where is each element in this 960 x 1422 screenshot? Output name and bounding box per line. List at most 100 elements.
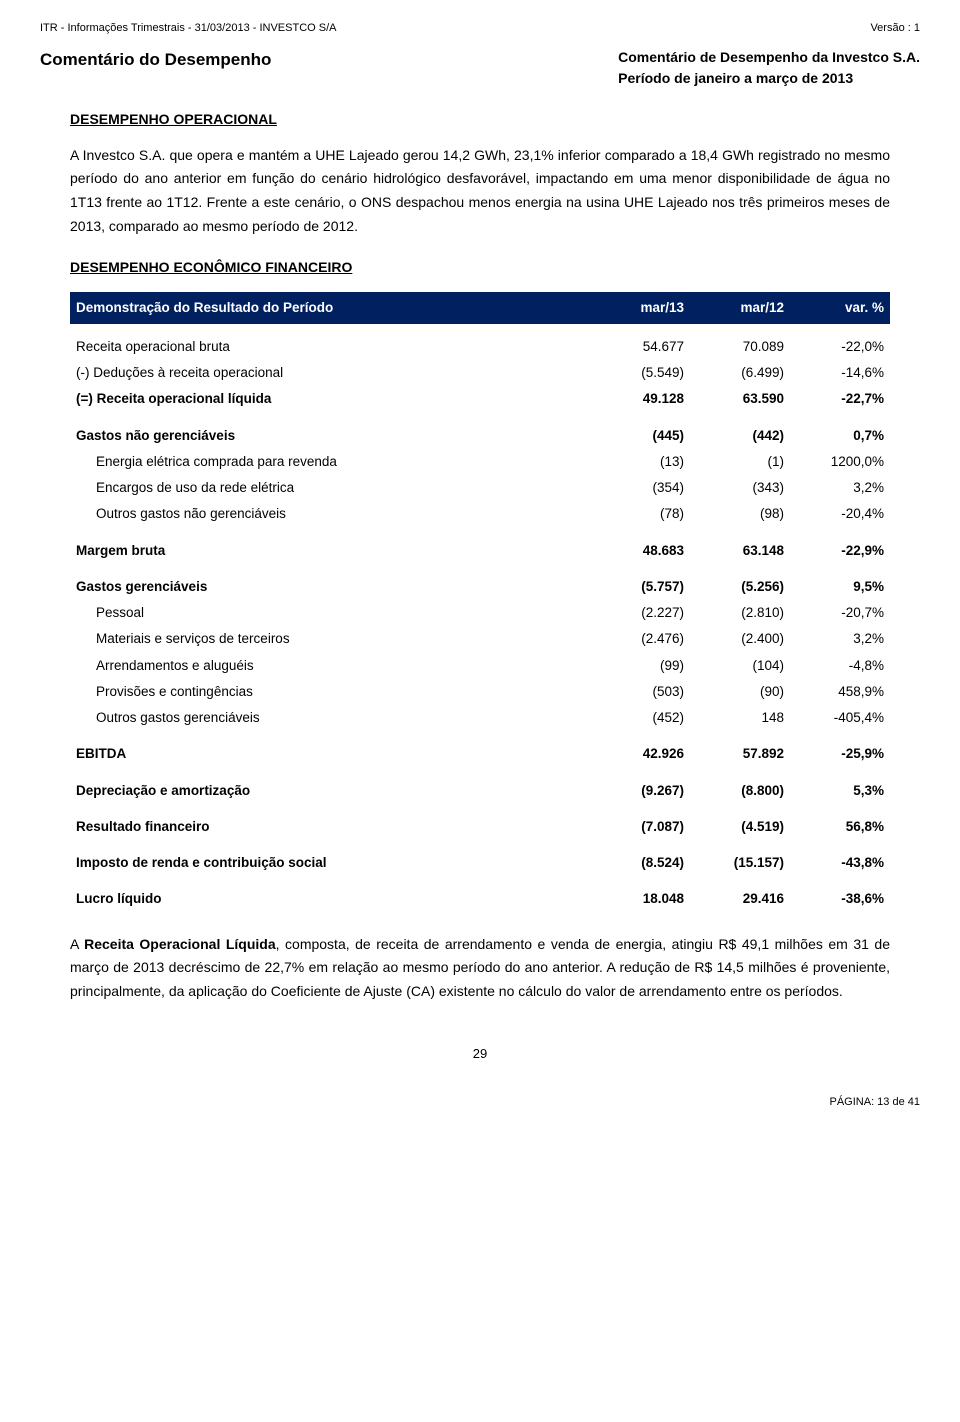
table-row-c3: 5,3% xyxy=(784,781,884,801)
footer-right: PÁGINA: 13 de 41 xyxy=(40,1094,920,1111)
table-row: Receita operacional bruta54.67770.089-22… xyxy=(70,334,890,360)
table-row-c1: 48.683 xyxy=(584,541,684,561)
table-row-c2: (2.810) xyxy=(684,603,784,623)
table-gap xyxy=(70,731,890,741)
table-row-label: (=) Receita operacional líquida xyxy=(76,389,584,409)
section-title-financeiro: DESEMPENHO ECONÔMICO FINANCEIRO xyxy=(70,257,890,278)
table-row: Materiais e serviços de terceiros(2.476)… xyxy=(70,626,890,652)
table-row-c3: -22,7% xyxy=(784,389,884,409)
table-row-c2: (5.256) xyxy=(684,577,784,597)
table-row: Gastos não gerenciáveis(445)(442)0,7% xyxy=(70,423,890,449)
table-row-c1: (78) xyxy=(584,504,684,524)
table-row-c3: 3,2% xyxy=(784,478,884,498)
table-row-c2: 63.148 xyxy=(684,541,784,561)
table-row-c2: (90) xyxy=(684,682,784,702)
table-row-c1: (5.757) xyxy=(584,577,684,597)
table-gap xyxy=(70,876,890,886)
table-row-c3: -43,8% xyxy=(784,853,884,873)
table-header-c2: mar/12 xyxy=(684,298,784,318)
table-row-c1: (99) xyxy=(584,656,684,676)
table-row-c2: (15.157) xyxy=(684,853,784,873)
table-row-c3: -20,7% xyxy=(784,603,884,623)
header-right-line2: Período de janeiro a março de 2013 xyxy=(618,68,920,89)
table-row-c2: (4.519) xyxy=(684,817,784,837)
table-row-c2: 63.590 xyxy=(684,389,784,409)
table-row-c3: -20,4% xyxy=(784,504,884,524)
table-row-c1: (2.476) xyxy=(584,629,684,649)
table-row-c1: 18.048 xyxy=(584,889,684,909)
table-row-label: Outros gastos gerenciáveis xyxy=(76,708,584,728)
table-row: Energia elétrica comprada para revenda (1… xyxy=(70,449,890,475)
table-row-label: Provisões e contingências xyxy=(76,682,584,702)
table-header-c1: mar/13 xyxy=(584,298,684,318)
document-body: DESEMPENHO OPERACIONAL A Investco S.A. q… xyxy=(40,109,920,1005)
table-row: Outros gastos não gerenciáveis(78)(98)-2… xyxy=(70,501,890,527)
table-row-c3: 3,2% xyxy=(784,629,884,649)
table-row-label: Encargos de uso da rede elétrica xyxy=(76,478,584,498)
table-row-label: Arrendamentos e aluguéis xyxy=(76,656,584,676)
table-row: Pessoal(2.227)(2.810)-20,7% xyxy=(70,600,890,626)
table-row-c1: (8.524) xyxy=(584,853,684,873)
table-row-c3: -22,9% xyxy=(784,541,884,561)
table-row-label: Energia elétrica comprada para revenda xyxy=(76,452,584,472)
table-row: Gastos gerenciáveis(5.757)(5.256)9,5% xyxy=(70,574,890,600)
table-row-c1: (2.227) xyxy=(584,603,684,623)
table-row: Lucro líquido18.04829.416-38,6% xyxy=(70,886,890,912)
table-row-c3: 9,5% xyxy=(784,577,884,597)
table-row-c3: -4,8% xyxy=(784,656,884,676)
table-row: Imposto de renda e contribuição social(8… xyxy=(70,850,890,876)
table-row-c1: (7.087) xyxy=(584,817,684,837)
table-row-label: Margem bruta xyxy=(76,541,584,561)
table-row-c1: (452) xyxy=(584,708,684,728)
table-gap xyxy=(70,528,890,538)
table-row: Margem bruta48.68363.148-22,9% xyxy=(70,538,890,564)
table-gap xyxy=(70,564,890,574)
table-row-c2: (104) xyxy=(684,656,784,676)
para-closing: A Receita Operacional Líquida, composta,… xyxy=(70,933,890,1004)
table-row: (=) Receita operacional líquida49.12863.… xyxy=(70,386,890,412)
section-title-operacional: DESEMPENHO OPERACIONAL xyxy=(70,109,890,130)
table-header-c3: var. % xyxy=(784,298,884,318)
table-row-label: Materiais e serviços de terceiros xyxy=(76,629,584,649)
table-row: Provisões e contingências(503)(90)458,9% xyxy=(70,679,890,705)
table-row: EBITDA42.92657.892-25,9% xyxy=(70,741,890,767)
table-row-c2: (343) xyxy=(684,478,784,498)
table-row-c2: (8.800) xyxy=(684,781,784,801)
table-row-c3: 0,7% xyxy=(784,426,884,446)
table-row-c2: 70.089 xyxy=(684,337,784,357)
table-row-c2: (2.400) xyxy=(684,629,784,649)
table-row-label: Outros gastos não gerenciáveis xyxy=(76,504,584,524)
table-row-c3: -25,9% xyxy=(784,744,884,764)
table-row-label: Lucro líquido xyxy=(76,889,584,909)
table-row-c1: (445) xyxy=(584,426,684,446)
table-row-label: Gastos não gerenciáveis xyxy=(76,426,584,446)
table-row-c1: (503) xyxy=(584,682,684,702)
header-left: Comentário do Desempenho xyxy=(40,47,271,73)
table-row-c2: (1) xyxy=(684,452,784,472)
table-row-c1: 54.677 xyxy=(584,337,684,357)
table-row-c2: (6.499) xyxy=(684,363,784,383)
table-row-label: Depreciação e amortização xyxy=(76,781,584,801)
table-row-label: Resultado financeiro xyxy=(76,817,584,837)
table-row-label: Gastos gerenciáveis xyxy=(76,577,584,597)
table-row-c2: 148 xyxy=(684,708,784,728)
table-gap xyxy=(70,768,890,778)
table-row-c3: -38,6% xyxy=(784,889,884,909)
table-row: Resultado financeiro(7.087)(4.519)56,8% xyxy=(70,814,890,840)
doc-id: ITR - Informações Trimestrais - 31/03/20… xyxy=(40,20,336,37)
table-row-c3: -14,6% xyxy=(784,363,884,383)
table-row: Encargos de uso da rede elétrica(354)(34… xyxy=(70,475,890,501)
result-table: Demonstração do Resultado do Período mar… xyxy=(70,292,890,913)
para-operacional: A Investco S.A. que opera e mantém a UHE… xyxy=(70,144,890,239)
doc-version: Versão : 1 xyxy=(870,20,920,37)
header: Comentário do Desempenho Comentário de D… xyxy=(40,47,920,89)
table-row-c1: 42.926 xyxy=(584,744,684,764)
top-meta: ITR - Informações Trimestrais - 31/03/20… xyxy=(40,20,920,37)
table-row-c3: 56,8% xyxy=(784,817,884,837)
table-gap xyxy=(70,324,890,334)
table-row-label: (-) Deduções à receita operacional xyxy=(76,363,584,383)
table-row-c2: 29.416 xyxy=(684,889,784,909)
table-header-row: Demonstração do Resultado do Período mar… xyxy=(70,292,890,324)
closing-bold: Receita Operacional Líquida xyxy=(84,936,276,952)
table-row-c2: 57.892 xyxy=(684,744,784,764)
